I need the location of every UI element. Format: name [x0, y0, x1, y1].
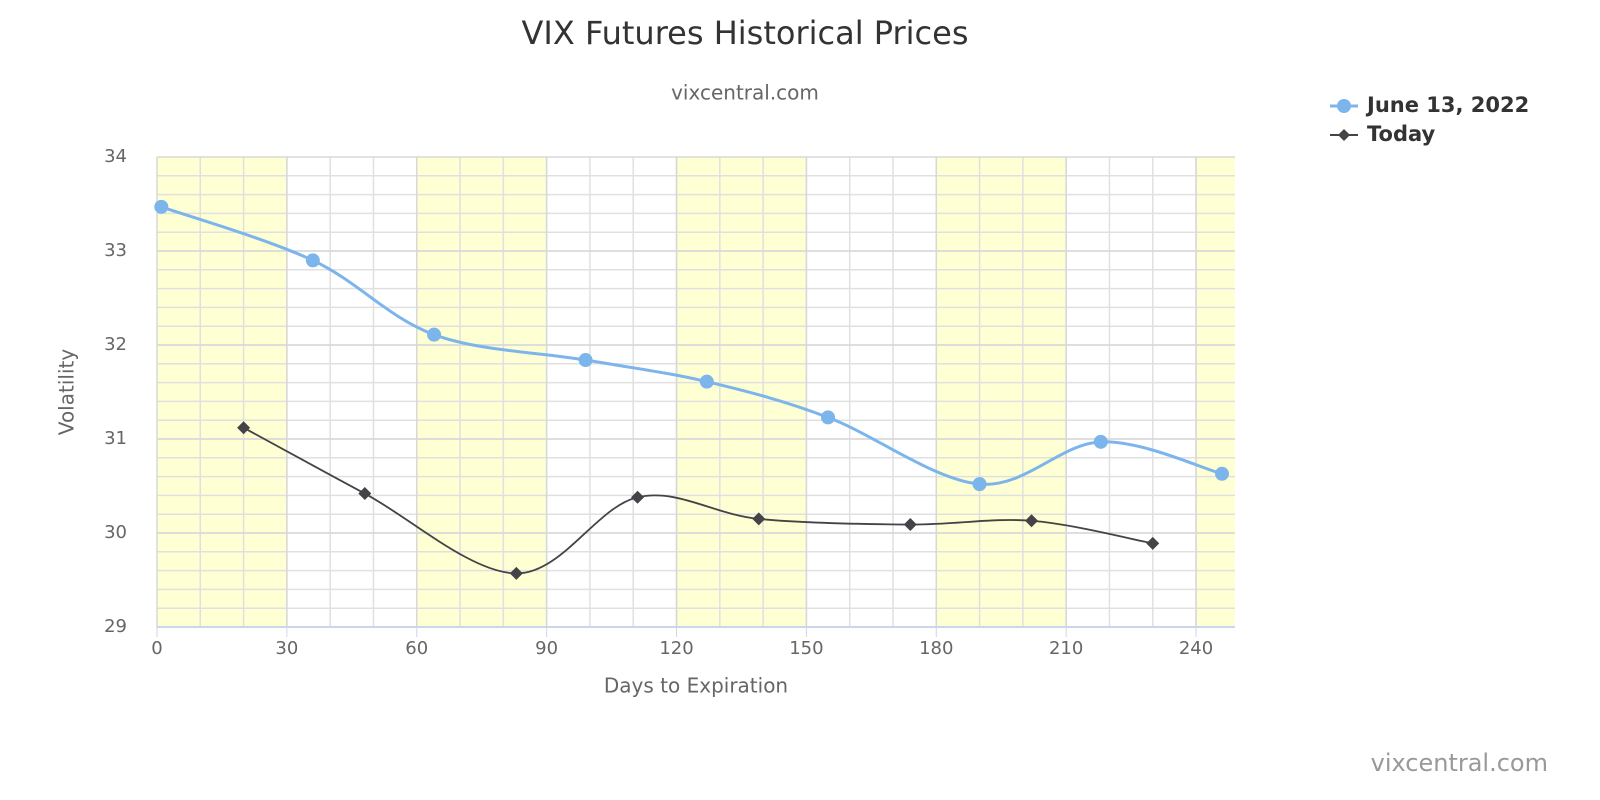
- data-point: [427, 327, 442, 342]
- data-point: [154, 199, 169, 214]
- x-tick-label: 240: [1179, 638, 1213, 659]
- data-point: [509, 566, 523, 580]
- plot-band: [416, 157, 547, 627]
- plot-band: [1196, 157, 1235, 627]
- plot-band: [936, 157, 1067, 627]
- data-point: [1146, 536, 1160, 550]
- x-tick-label: 180: [919, 638, 953, 659]
- data-point: [305, 253, 320, 268]
- data-point: [752, 512, 766, 526]
- chart-subtitle: vixcentral.com: [671, 81, 819, 105]
- plot-band: [157, 157, 287, 627]
- legend-item[interactable]: June 13, 2022: [1330, 93, 1529, 117]
- legend-symbol: [1337, 99, 1351, 113]
- data-point: [699, 374, 714, 389]
- legend-symbol: [1338, 129, 1350, 141]
- x-tick-label: 60: [405, 638, 428, 659]
- y-tick-label: 30: [104, 522, 127, 543]
- y-tick-label: 33: [104, 240, 127, 261]
- chart-title: VIX Futures Historical Prices: [522, 14, 969, 52]
- legend-label: Today: [1367, 122, 1436, 146]
- data-point: [578, 353, 593, 368]
- x-tick-label: 150: [789, 638, 823, 659]
- y-tick-label: 31: [104, 428, 127, 449]
- credits: vixcentral.com: [1371, 749, 1548, 777]
- x-tick-label: 120: [659, 638, 693, 659]
- x-axis-title: Days to Expiration: [604, 674, 788, 698]
- legend-item[interactable]: Today: [1330, 122, 1436, 146]
- x-tick-label: 0: [151, 638, 162, 659]
- data-point: [821, 410, 836, 425]
- x-tick-label: 90: [535, 638, 558, 659]
- data-point: [1093, 434, 1108, 449]
- x-tick-label: 30: [275, 638, 298, 659]
- x-tick-label: 210: [1049, 638, 1083, 659]
- data-point: [903, 518, 917, 532]
- data-point: [972, 477, 987, 492]
- plot-band: [676, 157, 807, 627]
- series-line: [243, 426, 1153, 575]
- y-tick-label: 32: [104, 334, 127, 355]
- y-tick-label: 29: [104, 616, 127, 637]
- data-point: [631, 490, 645, 504]
- data-point: [358, 487, 372, 501]
- legend-label: June 13, 2022: [1365, 93, 1529, 117]
- data-point: [237, 421, 251, 435]
- data-point: [1215, 466, 1230, 481]
- y-axis-title: Volatility: [55, 349, 79, 436]
- y-tick-label: 34: [104, 146, 127, 167]
- data-point: [1025, 514, 1039, 528]
